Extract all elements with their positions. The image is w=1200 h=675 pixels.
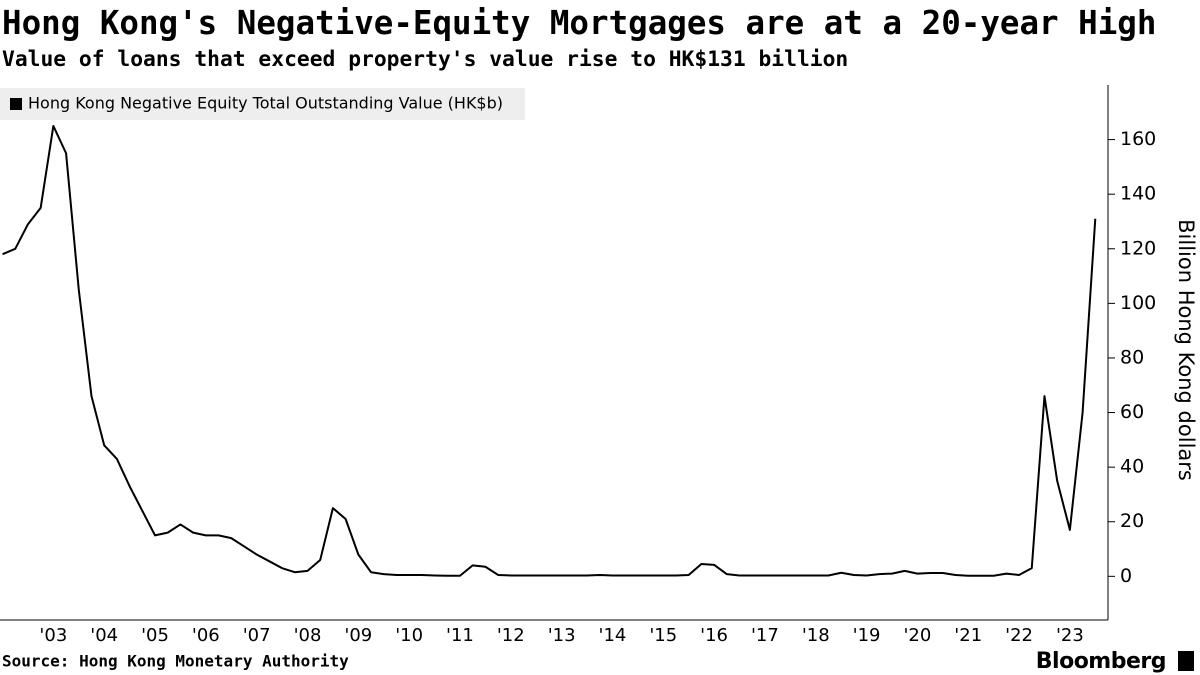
legend-label: Hong Kong Negative Equity Total Outstand… <box>28 94 503 113</box>
chart-subtitle: Value of loans that exceed property's va… <box>2 47 848 72</box>
x-tick-label: '07 <box>243 625 271 646</box>
x-tick-label: '19 <box>853 625 881 646</box>
y-tick-label: 80 <box>1120 346 1144 368</box>
x-tick-label: '14 <box>599 625 627 646</box>
data-line <box>2 124 1097 577</box>
x-tick-label: '11 <box>446 625 474 646</box>
x-tick-label: '05 <box>141 625 169 646</box>
y-tick-label: 60 <box>1120 401 1144 423</box>
y-tick-label: 100 <box>1120 292 1156 314</box>
y-tick-label: 40 <box>1120 456 1144 478</box>
x-tick-label: '06 <box>192 625 220 646</box>
x-tick-label: '03 <box>39 625 67 646</box>
x-tick-label: '16 <box>700 625 728 646</box>
x-tick-label: '13 <box>548 625 576 646</box>
x-tick-label: '18 <box>802 625 830 646</box>
legend-box <box>0 88 525 120</box>
x-tick-label: '21 <box>954 625 982 646</box>
y-tick-label: 20 <box>1120 510 1144 532</box>
x-tick-label: '10 <box>395 625 423 646</box>
x-tick-label: '15 <box>649 625 677 646</box>
x-tick-label: '23 <box>1056 625 1084 646</box>
x-tick-label: '17 <box>751 625 779 646</box>
source: Source: Hong Kong Monetary Authority <box>2 652 349 671</box>
y-tick-label: 140 <box>1120 183 1156 205</box>
x-tick-label: '09 <box>344 625 372 646</box>
brand-logo: Bloomberg <box>1036 649 1166 674</box>
y-tick-label: 0 <box>1120 565 1132 587</box>
y-axis-title: Billion Hong Kong dollars <box>1174 219 1198 481</box>
x-tick-label: '04 <box>90 625 118 646</box>
y-tick-label: 120 <box>1120 237 1156 259</box>
legend-swatch <box>10 98 22 110</box>
x-tick-label: '22 <box>1005 625 1033 646</box>
x-tick-label: '20 <box>903 625 931 646</box>
x-tick-label: '12 <box>497 625 525 646</box>
brand-icon <box>1178 651 1194 671</box>
y-tick-label: 160 <box>1120 128 1156 150</box>
x-tick-label: '08 <box>294 625 322 646</box>
chart-title: Hong Kong's Negative-Equity Mortgages ar… <box>2 4 1156 42</box>
